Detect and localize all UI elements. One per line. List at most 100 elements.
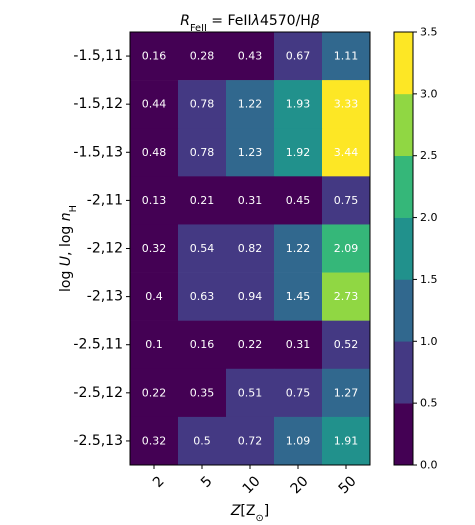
y-tick-label: -2.5,12 xyxy=(73,385,123,401)
cell-value-label: 3.33 xyxy=(334,98,359,111)
cell-value-label: 1.23 xyxy=(238,146,263,159)
heatmap-cell xyxy=(226,368,275,418)
cell-value-label: 0.5 xyxy=(193,434,211,447)
colorbar-tick-label: 2.0 xyxy=(420,211,438,224)
cell-value-label: 0.35 xyxy=(190,386,215,399)
cell-value-label: 0.82 xyxy=(238,242,263,255)
cell-value-label: 0.51 xyxy=(238,386,263,399)
heatmap-cell xyxy=(178,176,227,225)
heatmap-cell xyxy=(322,368,371,418)
heatmap-cell xyxy=(322,128,371,177)
cell-value-label: 0.31 xyxy=(286,338,311,351)
chart-title-text-part: FeII xyxy=(190,23,207,34)
y-tick-label: -1.5,11 xyxy=(73,48,123,64)
colorbar-tick-label: 3.0 xyxy=(420,87,438,100)
cell-value-label: 1.27 xyxy=(334,386,359,399)
x-tick-label: 5 xyxy=(198,473,216,491)
y-tick-label: -1.5,13 xyxy=(73,144,123,160)
cell-value-label: 1.09 xyxy=(286,434,311,447)
x-axis-label-text: Z[Z⊙] xyxy=(230,503,269,524)
cell-value-label: 0.43 xyxy=(238,50,263,63)
cell-value-label: 0.78 xyxy=(190,146,215,159)
cell-value-label: 0.48 xyxy=(142,146,167,159)
heatmap-cell xyxy=(130,368,179,418)
heatmap-cell xyxy=(130,32,179,81)
colorbar-segment xyxy=(394,403,413,466)
heatmap-cell xyxy=(274,224,323,273)
heatmap-cell xyxy=(178,128,227,177)
cell-value-label: 0.4 xyxy=(145,290,163,303)
chart-title-text-part: 4570/H xyxy=(260,13,311,29)
x-axis: 2 5 10 20 50 xyxy=(150,465,360,497)
heatmap-cell xyxy=(274,32,323,81)
x-tick-label: 20 xyxy=(288,473,312,497)
heatmap-cell xyxy=(130,176,179,225)
heatmap-cell xyxy=(274,176,323,225)
x-tick-label: 2 xyxy=(150,473,168,491)
chart-title-text-part: = FeII xyxy=(207,13,252,29)
heatmap-cell xyxy=(322,416,371,466)
heatmap-cell xyxy=(322,176,371,225)
cell-value-label: 0.31 xyxy=(238,194,263,207)
colorbar-segment xyxy=(394,93,413,157)
heatmap-cell xyxy=(130,320,179,370)
chart-title: RFeII = FeIIλ4570/Hβ xyxy=(180,13,320,34)
chart-title-text: RFeII = FeIIλ4570/Hβ xyxy=(180,13,320,34)
y-axis-label-text-part: log xyxy=(58,266,74,292)
cell-value-label: 0.63 xyxy=(190,290,215,303)
heatmap-cell xyxy=(226,128,275,177)
cell-value-label: 0.21 xyxy=(190,194,215,207)
heatmap-cell xyxy=(178,32,227,81)
cell-value-label: 0.75 xyxy=(286,386,311,399)
cell-value-label: 0.72 xyxy=(238,434,263,447)
cell-value-label: 0.22 xyxy=(238,338,263,351)
heatmap-cell xyxy=(178,368,227,418)
cell-value-label: 0.13 xyxy=(142,194,167,207)
y-axis-label: log U, log nH xyxy=(58,205,79,292)
heatmap-cell xyxy=(226,32,275,81)
chart-title-text-part: R xyxy=(180,13,190,29)
y-axis-label-text: log U, log nH xyxy=(58,205,79,292)
cell-value-label: 0.28 xyxy=(190,50,215,63)
heatmap-cell xyxy=(178,272,227,321)
cell-value-label: 3.44 xyxy=(334,146,359,159)
heatmap-cell xyxy=(130,272,179,321)
cell-value-label: 1.11 xyxy=(334,50,359,63)
cell-value-label: 2.09 xyxy=(334,242,359,255)
heatmap-cell xyxy=(130,224,179,273)
heatmap-cell xyxy=(274,416,323,466)
heatmap-cell xyxy=(178,224,227,273)
cell-value-label: 1.22 xyxy=(238,98,263,111)
cell-value-label: 1.93 xyxy=(286,98,311,111)
heatmap-cell xyxy=(178,80,227,129)
cell-value-label: 0.52 xyxy=(334,338,359,351)
heatmap-cell xyxy=(322,32,371,81)
x-tick-label: 50 xyxy=(336,473,360,497)
cell-value-label: 0.22 xyxy=(142,386,167,399)
colorbar-tick-label: 0.0 xyxy=(420,459,438,472)
x-axis-label-text-part: Z xyxy=(230,503,241,519)
heatmap-cell xyxy=(226,416,275,466)
x-axis-label-text-part: [Z xyxy=(240,503,255,519)
heatmap-cell xyxy=(322,320,371,370)
y-axis: -1.5,11 -1.5,12 -1.5,13 -2,11 -2,12 -2,13 -2.5… xyxy=(73,48,130,449)
colorbar: 0.0 0.5 1.0 1.5 2.0 2.5 3.0 3.5 xyxy=(393,26,438,472)
chart-title-text-part: β xyxy=(310,13,320,29)
cell-value-label: 1.22 xyxy=(286,242,311,255)
x-axis-label-text-part: ] xyxy=(264,503,269,519)
colorbar-segment xyxy=(394,217,413,280)
heatmap-cell xyxy=(274,80,323,129)
colorbar-segment xyxy=(394,341,413,404)
heatmap-cell xyxy=(178,320,227,370)
y-axis-label-text-part: n xyxy=(58,212,74,221)
heatmap-cell xyxy=(130,80,179,129)
cell-value-label: 0.78 xyxy=(190,98,215,111)
heatmap-cell xyxy=(226,272,275,321)
x-axis-label-text-part: ⊙ xyxy=(255,513,263,524)
cell-value-label: 0.16 xyxy=(190,338,215,351)
heatmap-cell xyxy=(274,320,323,370)
cell-value-label: 0.32 xyxy=(142,242,167,255)
cell-value-label: 1.45 xyxy=(286,290,311,303)
cell-value-label: 0.44 xyxy=(142,98,167,111)
